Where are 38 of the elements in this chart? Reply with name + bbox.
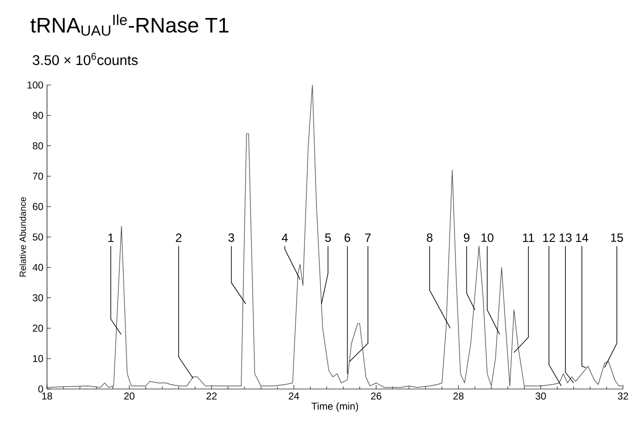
x-tick-label: 28	[453, 392, 464, 400]
annotation: 1	[108, 234, 114, 242]
y-tick-label: 50	[32, 233, 44, 241]
x-axis-title: Time (min)	[312, 402, 358, 412]
y-tick-label: 100	[28, 81, 44, 89]
y-tick-label: 90	[32, 112, 44, 119]
annotation: 13	[560, 233, 572, 242]
x-tick-label: 32	[618, 392, 628, 400]
y-tick-label: 0	[38, 385, 44, 393]
chart-title: tRNA$_{UAU}$$^{Ile}$-RNase T1	[30, 14, 228, 36]
annotation: 7	[365, 234, 371, 242]
x-tick-label: 22	[206, 392, 217, 400]
x-tick-label: 26	[371, 392, 382, 400]
annotation: 5	[325, 234, 331, 242]
x-tick-label: 18	[42, 392, 52, 400]
annotation: 11	[523, 234, 534, 242]
y-tick-label: 70	[32, 172, 44, 180]
y-tick-label: 20	[32, 324, 44, 332]
annotation: 10	[481, 233, 494, 242]
x-tick-label: 24	[288, 392, 300, 400]
y-tick-label: 80	[32, 142, 44, 150]
chart-subtitle: 3.50 × 10$^{6}$counts	[32, 52, 138, 66]
annotation: 6	[344, 233, 350, 242]
x-tick-label: 20	[124, 392, 134, 400]
annotation: 12	[543, 234, 556, 242]
y-axis-title: Relative Abundance	[19, 197, 26, 277]
annotation: 2	[176, 234, 182, 242]
annotation: 8	[426, 233, 432, 242]
y-tick-label: 40	[32, 264, 44, 271]
y-tick-label: 60	[32, 203, 44, 210]
annotation: 9	[464, 233, 470, 242]
annotation: 15	[611, 234, 624, 242]
y-tick-label: 10	[33, 355, 44, 362]
annotation: 4	[282, 234, 288, 242]
x-tick-label: 30	[536, 392, 546, 400]
annotation: 3	[228, 233, 234, 242]
annotation: 14	[576, 234, 588, 242]
y-tick-label: 30	[32, 294, 44, 302]
